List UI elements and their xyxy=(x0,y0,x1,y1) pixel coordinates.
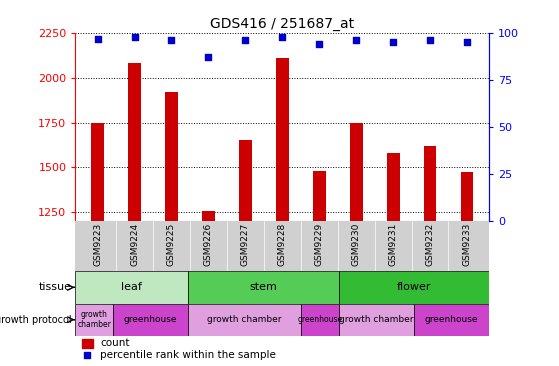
Bar xyxy=(424,146,437,221)
Text: greenhouse: greenhouse xyxy=(124,315,177,324)
Point xyxy=(389,40,397,45)
Text: tissue: tissue xyxy=(39,282,72,292)
Bar xyxy=(387,153,400,221)
Bar xyxy=(414,303,489,336)
Bar xyxy=(82,339,93,348)
Point xyxy=(352,38,361,44)
Title: GDS416 / 251687_at: GDS416 / 251687_at xyxy=(210,16,354,30)
Bar xyxy=(128,63,141,221)
Point xyxy=(278,34,287,40)
Bar xyxy=(165,92,178,221)
Text: stem: stem xyxy=(249,282,277,292)
Text: GSM9228: GSM9228 xyxy=(278,223,287,266)
Text: GSM9226: GSM9226 xyxy=(204,223,213,266)
Point xyxy=(130,34,139,40)
Text: growth chamber: growth chamber xyxy=(207,315,282,324)
Text: GSM9224: GSM9224 xyxy=(130,223,139,266)
Bar xyxy=(188,303,301,336)
Point xyxy=(204,55,213,60)
Point xyxy=(93,36,102,41)
Bar xyxy=(239,141,252,221)
Text: GSM9232: GSM9232 xyxy=(425,223,434,266)
Text: GSM9227: GSM9227 xyxy=(241,223,250,266)
Bar xyxy=(313,171,326,221)
Bar xyxy=(202,211,215,221)
Bar xyxy=(350,123,363,221)
Text: flower: flower xyxy=(397,282,431,292)
Point xyxy=(83,352,92,358)
Text: leaf: leaf xyxy=(121,282,143,292)
Text: greenhouse: greenhouse xyxy=(425,315,479,324)
Bar xyxy=(75,271,188,303)
Text: growth
chamber: growth chamber xyxy=(77,310,111,329)
Bar xyxy=(91,123,104,221)
Text: growth protocol: growth protocol xyxy=(0,315,72,325)
Point xyxy=(462,40,471,45)
Bar xyxy=(301,303,339,336)
Point xyxy=(241,38,250,44)
Text: GSM9229: GSM9229 xyxy=(315,223,324,266)
Bar xyxy=(276,58,289,221)
Text: growth chamber: growth chamber xyxy=(339,315,414,324)
Text: count: count xyxy=(100,339,130,348)
Bar xyxy=(75,303,113,336)
Point xyxy=(315,41,324,47)
Bar xyxy=(113,303,188,336)
Text: GSM9233: GSM9233 xyxy=(462,223,471,266)
Bar xyxy=(188,271,339,303)
Text: GSM9225: GSM9225 xyxy=(167,223,176,266)
Text: GSM9223: GSM9223 xyxy=(93,223,102,266)
Text: GSM9231: GSM9231 xyxy=(389,223,397,266)
Point xyxy=(425,38,434,44)
Point xyxy=(167,38,176,44)
Bar xyxy=(339,303,414,336)
Text: GSM9230: GSM9230 xyxy=(352,223,361,266)
Text: percentile rank within the sample: percentile rank within the sample xyxy=(100,350,276,360)
Text: greenhouse: greenhouse xyxy=(297,315,343,324)
Bar xyxy=(339,271,489,303)
Bar xyxy=(461,172,473,221)
